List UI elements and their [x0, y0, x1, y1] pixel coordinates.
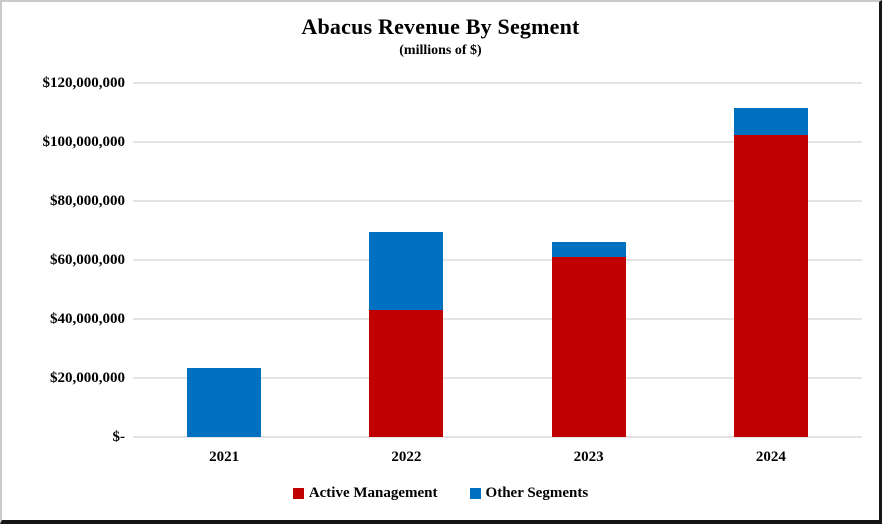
gridline — [133, 436, 862, 438]
bar-2023-other-segments — [551, 242, 626, 258]
chart-subtitle: (millions of $) — [399, 43, 482, 58]
gridline — [133, 259, 862, 261]
legend-swatch-active-management — [292, 488, 304, 499]
gridline — [133, 82, 862, 84]
chart-title: Abacus Revenue By Segment — [301, 14, 580, 39]
y-tick-label: $100,000,000 — [42, 134, 126, 150]
gridline — [133, 141, 862, 143]
y-tick-label: $120,000,000 — [42, 75, 126, 91]
y-tick-label: $20,000,000 — [50, 370, 125, 386]
bar-2024-other-segments — [733, 108, 808, 135]
bar-2022-active-management — [369, 310, 444, 437]
gridline — [133, 200, 862, 202]
plot-area — [133, 82, 862, 438]
y-tick-label: $40,000,000 — [50, 311, 125, 327]
legend-item-active-management: Active Management — [292, 485, 438, 502]
y-tick-label: $60,000,000 — [50, 252, 125, 268]
gridline — [133, 318, 862, 320]
x-axis-label-2024: 2024 — [755, 449, 786, 465]
bar-2023-active-management — [551, 257, 626, 437]
bar-2021-other-segments — [187, 367, 262, 437]
bar-2022-other-segments — [369, 231, 444, 311]
x-axis-label-2021: 2021 — [209, 449, 240, 465]
legend-swatch-other-segments — [469, 488, 481, 499]
legend-item-other-segments: Other Segments — [469, 485, 589, 502]
legend-label: Active Management — [308, 485, 438, 501]
x-axis-label-2022: 2022 — [391, 449, 422, 465]
y-tick-label: $- — [112, 429, 126, 445]
y-tick-label: $80,000,000 — [50, 193, 125, 209]
gridline — [133, 377, 862, 379]
x-axis-label-2023: 2023 — [573, 449, 604, 465]
legend-label: Other Segments — [485, 485, 589, 501]
bar-2024-active-management — [733, 134, 808, 437]
legend: Active Management Other Segments — [2, 485, 879, 502]
